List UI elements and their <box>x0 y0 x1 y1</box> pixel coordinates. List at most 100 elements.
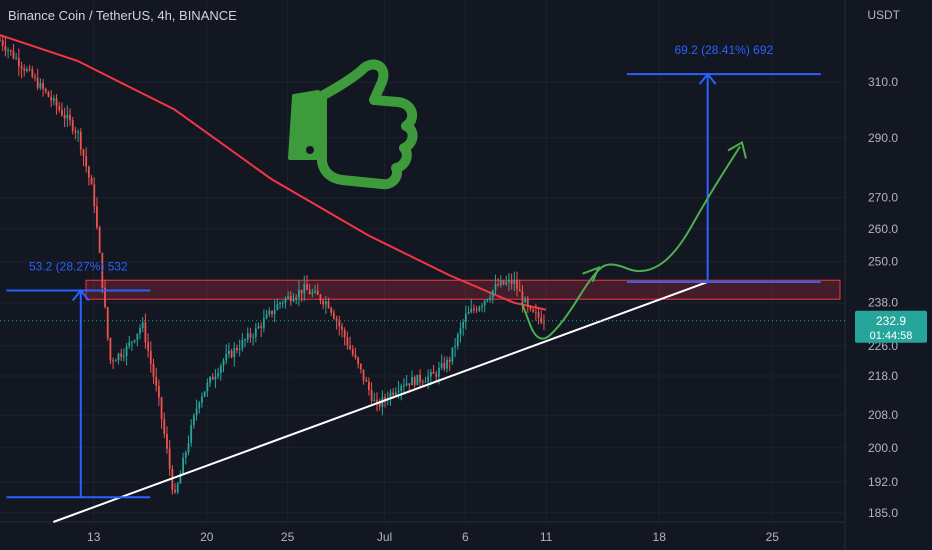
candle-body <box>44 88 47 92</box>
candle-body <box>537 312 540 318</box>
last-price-label: 232.9 01:44:58 <box>0 310 927 343</box>
candle-body <box>209 377 211 383</box>
y-unit-label: USDT <box>867 8 900 22</box>
candle-body <box>333 312 335 319</box>
candle-body <box>211 377 214 380</box>
resistance-zone-box <box>85 279 841 300</box>
candle-body <box>314 290 316 293</box>
candle-body <box>454 346 456 348</box>
x-tick-label: 25 <box>766 530 780 544</box>
candle-body <box>292 299 295 302</box>
candle-body <box>287 296 290 299</box>
candle-body <box>244 339 246 341</box>
measure-arrows[interactable]: 53.2 (28.27%) 532 69.2 (28.41%) 692 <box>6 43 821 499</box>
candle-body <box>155 376 158 386</box>
projection-arrow-head <box>727 140 747 159</box>
candle-body <box>101 252 104 288</box>
candle-body <box>384 397 386 400</box>
candle-body <box>373 400 376 402</box>
candle-body <box>233 348 236 357</box>
time-axis[interactable]: 13 20 25 Jul 6 11 18 25 <box>87 530 779 544</box>
candle-body <box>17 57 20 67</box>
projection-curve <box>520 145 741 340</box>
candle-body <box>532 309 535 312</box>
candle-body <box>497 284 500 286</box>
candle-body <box>149 350 152 364</box>
candle-body <box>338 321 341 327</box>
candle-body <box>225 353 228 361</box>
candle-body <box>370 390 373 401</box>
candle-body <box>368 381 370 391</box>
candle-body <box>141 322 144 328</box>
candle-body <box>486 299 489 301</box>
candle-body <box>435 373 438 377</box>
last-price-value: 232.9 <box>876 314 906 328</box>
candle-body <box>182 457 185 474</box>
candle-body <box>179 473 182 484</box>
candle-body <box>335 318 338 322</box>
candle-body <box>362 369 365 381</box>
candle-body <box>481 305 483 308</box>
measure-arrow-head <box>698 72 717 85</box>
candle-body <box>133 340 136 342</box>
trendline[interactable] <box>52 281 709 523</box>
bar-countdown: 01:44:58 <box>870 330 913 342</box>
projection-path[interactable] <box>520 140 747 340</box>
candle-body <box>139 327 141 334</box>
candle-body <box>147 342 150 351</box>
candle-body <box>241 340 244 349</box>
candle-body <box>63 115 66 119</box>
candle-body <box>96 206 98 228</box>
candle-body <box>513 280 516 284</box>
candle-body <box>505 282 508 285</box>
candle-body <box>473 308 475 310</box>
candle-body <box>71 120 74 131</box>
candle-body <box>354 354 357 358</box>
candle-body <box>308 289 311 295</box>
candle-body <box>268 310 271 315</box>
candle-body <box>166 434 168 449</box>
candle-body <box>184 452 187 458</box>
candle-body <box>69 114 71 121</box>
candle-body <box>109 338 112 361</box>
candle-body <box>346 337 349 346</box>
candle-body <box>82 149 85 157</box>
candle-body <box>214 376 217 380</box>
x-tick-label: Jul <box>377 530 392 544</box>
candle-body <box>265 314 268 319</box>
candle-body <box>540 317 543 323</box>
candle-body <box>494 284 497 291</box>
candle-body <box>489 297 491 300</box>
candle-body <box>475 309 478 311</box>
candle-body <box>271 310 273 315</box>
y-tick-label: 208.0 <box>868 408 898 422</box>
x-tick-label: 11 <box>540 530 553 544</box>
candle-body <box>34 76 36 78</box>
candle-body <box>174 489 176 493</box>
candle-body <box>419 374 421 382</box>
candle-body <box>524 298 526 303</box>
moving-average <box>0 34 547 311</box>
candle-body <box>217 373 220 377</box>
candle-body <box>163 418 166 435</box>
candle-body <box>190 425 193 443</box>
candle-body <box>114 360 117 362</box>
candle-body <box>187 442 190 453</box>
candle-body <box>246 333 249 340</box>
candle-body <box>238 348 241 351</box>
candle-body <box>47 91 50 97</box>
candle-body <box>257 326 260 329</box>
candle-body <box>168 448 171 469</box>
x-tick-label: 13 <box>87 530 101 544</box>
candle-body <box>376 400 378 402</box>
candle-body <box>262 318 265 328</box>
candle-body <box>260 326 263 328</box>
candle-body <box>219 365 222 374</box>
candle-body <box>31 69 34 77</box>
price-axis[interactable]: 310.0290.0270.0260.0250.0238.0226.0218.0… <box>868 75 898 520</box>
candle-body <box>343 329 346 338</box>
candle-body <box>424 381 427 383</box>
y-tick-label: 260.0 <box>868 222 898 236</box>
candle-body <box>349 345 351 350</box>
